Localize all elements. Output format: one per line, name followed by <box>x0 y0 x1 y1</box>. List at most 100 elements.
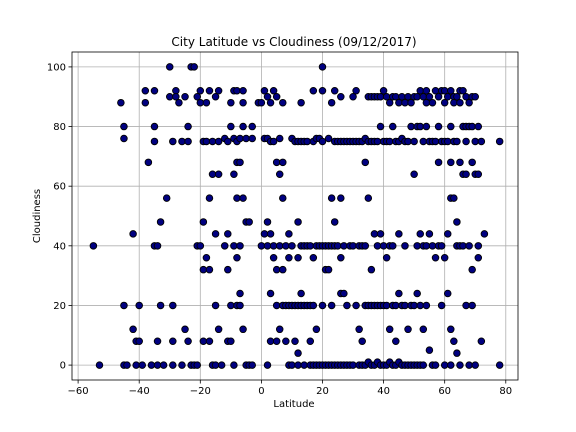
data-point <box>450 337 458 345</box>
data-point <box>385 137 394 146</box>
data-point <box>202 98 211 107</box>
data-point <box>327 301 336 310</box>
data-point <box>422 301 431 310</box>
data-point <box>239 98 247 107</box>
data-point <box>269 242 278 250</box>
data-point <box>272 301 281 310</box>
data-point <box>156 218 165 226</box>
data-point <box>330 87 339 95</box>
data-point <box>169 301 177 310</box>
y-tick-label: 60 <box>53 182 66 193</box>
data-point <box>425 346 434 354</box>
x-tick-label: −40 <box>129 386 150 397</box>
data-point <box>291 337 299 345</box>
data-point <box>474 242 483 250</box>
data-point <box>349 92 357 101</box>
data-point <box>224 230 232 238</box>
data-point <box>169 361 177 369</box>
data-point <box>334 242 342 250</box>
data-point <box>166 63 174 71</box>
data-point <box>437 301 446 310</box>
data-point <box>373 137 382 146</box>
data-point <box>312 325 321 334</box>
data-point <box>453 349 461 357</box>
x-axis-ticks: −60 −40 −20 0 20 40 60 80 <box>68 380 512 397</box>
data-point <box>239 194 247 202</box>
data-point <box>227 98 235 107</box>
data-point <box>306 337 315 345</box>
data-point <box>233 87 241 95</box>
data-point <box>120 122 128 131</box>
data-point <box>294 218 302 226</box>
data-point <box>361 242 370 250</box>
data-point <box>410 170 418 179</box>
data-point <box>175 98 183 107</box>
data-point <box>129 325 137 334</box>
data-point <box>468 158 476 167</box>
data-point <box>447 361 455 369</box>
data-point <box>224 265 232 274</box>
data-point <box>196 98 205 107</box>
x-axis-label: Latitude <box>273 399 314 410</box>
data-point <box>208 170 217 179</box>
x-tick-label: −20 <box>190 386 211 397</box>
data-point <box>279 194 287 202</box>
data-point <box>404 325 412 334</box>
data-point <box>434 122 443 131</box>
data-point <box>169 137 177 146</box>
data-point <box>214 137 223 146</box>
data-point <box>416 230 424 238</box>
data-point <box>318 137 327 146</box>
data-point <box>294 253 302 262</box>
data-point <box>135 301 143 310</box>
data-point <box>419 361 428 369</box>
data-point <box>459 87 467 95</box>
data-point <box>407 122 415 131</box>
data-point <box>471 92 479 101</box>
data-point <box>447 87 455 95</box>
data-point <box>266 337 275 345</box>
data-point <box>385 325 394 334</box>
data-point <box>239 87 247 95</box>
data-point <box>260 87 269 95</box>
data-point <box>205 337 214 345</box>
data-point <box>214 87 223 95</box>
data-point <box>184 137 192 146</box>
data-point <box>453 218 461 226</box>
data-point <box>447 122 455 131</box>
data-point <box>456 158 464 167</box>
data-point <box>382 253 391 262</box>
data-point <box>211 301 220 310</box>
data-point <box>410 301 418 310</box>
data-point <box>242 134 250 143</box>
data-point <box>471 137 479 146</box>
data-point <box>440 361 449 369</box>
data-point <box>294 349 302 357</box>
data-point <box>230 361 238 369</box>
data-point <box>477 137 486 146</box>
data-point <box>275 170 284 179</box>
data-point <box>459 242 467 250</box>
data-point <box>150 137 159 146</box>
data-point <box>495 137 504 146</box>
data-point <box>443 289 452 298</box>
data-point <box>425 230 434 238</box>
data-point <box>379 87 388 95</box>
data-point <box>202 137 211 146</box>
data-point <box>382 301 391 310</box>
data-point <box>275 325 284 334</box>
data-point <box>367 265 376 274</box>
data-point <box>141 98 150 107</box>
data-point <box>178 361 186 369</box>
x-tick-label: 80 <box>499 386 512 397</box>
data-point <box>465 242 473 250</box>
data-point <box>462 170 470 179</box>
data-point <box>196 242 205 250</box>
y-tick-label: 40 <box>53 241 66 252</box>
data-point <box>440 98 449 107</box>
data-point <box>401 301 409 310</box>
data-point <box>153 361 162 369</box>
data-point <box>120 134 128 143</box>
data-point <box>462 137 470 146</box>
